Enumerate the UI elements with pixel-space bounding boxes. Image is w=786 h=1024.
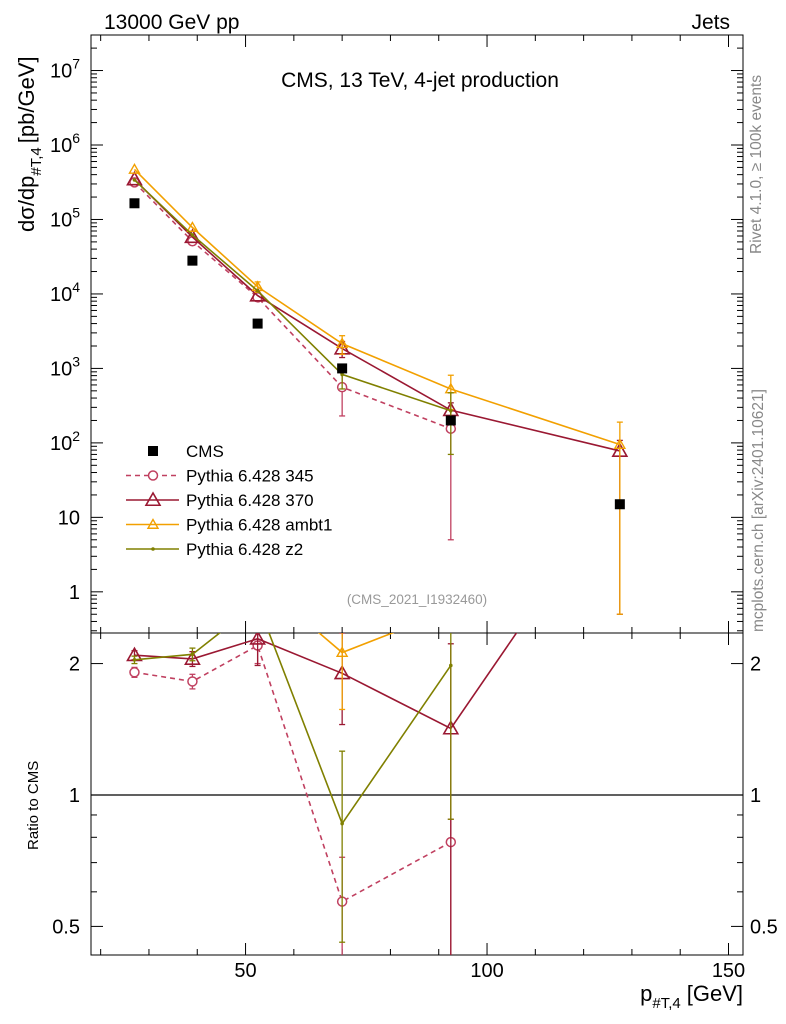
header-left-label: 13000 GeV pp	[104, 11, 239, 34]
main-y-tick-label: 102	[50, 428, 80, 455]
x-tick-label: 50	[234, 960, 256, 982]
main-data-point	[335, 337, 349, 349]
rivet-version-label: Rivet 4.1.0, ≥ 100k events	[748, 75, 765, 254]
ratio-y-tick-label: 1	[69, 785, 80, 807]
main-data-layer	[126, 163, 629, 615]
main-data-point	[186, 221, 199, 232]
main-y-tick-label: 103	[50, 353, 80, 380]
mcplots-label: mcplots.cern.ch [arXiv:2401.10621]	[750, 389, 767, 632]
main-data-point	[340, 372, 344, 377]
main-data-point	[255, 289, 260, 293]
ratio-data-point	[129, 667, 140, 678]
ratio-data-point	[187, 595, 197, 604]
ratio-y-tick-label-right: 0.5	[750, 916, 778, 938]
legend-label: Pythia 6.428 ambt1	[186, 516, 332, 535]
ratio-data-point	[449, 663, 453, 668]
main-y-tick-label: 105	[50, 204, 80, 231]
cms-data-point	[129, 198, 140, 209]
legend: CMS Pythia 6.428 345 Pythia 6.428 370 Pythi…	[126, 442, 332, 559]
main-y-tick-label: 104	[50, 279, 80, 306]
main-data-point	[132, 178, 137, 182]
header-right-label: Jets	[691, 11, 730, 34]
ratio-data-point	[187, 676, 198, 687]
cms-data-point	[187, 255, 198, 266]
legend-label: Pythia 6.428 z2	[186, 540, 303, 559]
main-data-point	[190, 233, 195, 237]
ratio-panel-frame	[90, 632, 744, 956]
main-y-tick-label: 107	[50, 56, 80, 83]
main-data-point	[184, 228, 201, 244]
ratio-data-point	[129, 591, 139, 600]
x-axis-label: p#T,4 [GeV]	[640, 981, 743, 1012]
ratio-y-tick-label: 2	[69, 654, 80, 676]
ratio-series-line-0	[134, 644, 452, 903]
main-data-point	[128, 163, 141, 174]
main-y-axis-label: dσ/dp#T,4[pb/GeV]	[14, 56, 45, 232]
analysis-watermark: (CMS_2021_I1932460)	[347, 592, 487, 607]
ratio-y-tick-label-right: 1	[750, 785, 761, 807]
plot-title: CMS, 13 TeV, 4-jet production	[281, 69, 559, 92]
cms-data-point	[445, 415, 456, 426]
main-y-tick-label: 106	[50, 130, 80, 157]
ratio-series-line-3	[134, 633, 452, 826]
legend-label: Pythia 6.428 370	[186, 491, 314, 510]
ratio-data-point	[249, 633, 267, 645]
legend-marker-cms	[148, 446, 158, 456]
cms-data-point	[614, 499, 625, 510]
x-tick-label: 100	[470, 960, 503, 982]
legend-label-cms: CMS	[186, 442, 224, 461]
ratio-data-point	[256, 601, 260, 605]
main-data-point	[613, 438, 627, 449]
axes-layer: 50 100 150 1 10 102 103 104 105 106 107 0.5 0.5 1 1 2 2	[50, 34, 778, 982]
main-data-point	[449, 408, 453, 413]
ratio-data-point	[253, 575, 263, 584]
ratio-series-line-1	[134, 633, 518, 730]
main-y-tick-label: 10	[58, 507, 80, 529]
ratio-data-point	[132, 658, 137, 662]
main-series-line-3	[133, 179, 452, 412]
legend-marker	[144, 491, 162, 507]
x-tick-label: 150	[712, 960, 745, 982]
ratio-data-point	[340, 821, 344, 826]
legend-label: Pythia 6.428 345	[186, 467, 314, 486]
ratio-data-layer	[91, 575, 743, 955]
main-data-point	[126, 170, 143, 186]
ratio-data-point	[335, 646, 349, 657]
legend-marker	[147, 470, 159, 481]
legend-marker	[151, 547, 155, 551]
legend-marker	[146, 518, 160, 529]
ratio-y-axis-label: Ratio to CMS	[25, 761, 42, 850]
main-series-line-0	[133, 181, 452, 430]
ratio-data-point	[184, 650, 201, 665]
ratio-y-tick-label: 0.5	[52, 916, 80, 938]
main-y-tick-label: 1	[69, 582, 80, 604]
cms-data-point	[252, 318, 263, 329]
main-series-line-1	[133, 178, 621, 452]
cms-data-point	[337, 363, 348, 374]
main-series-line-2	[133, 168, 621, 446]
ratio-data-point	[190, 652, 195, 657]
ratio-y-tick-label-right: 2	[750, 654, 761, 676]
